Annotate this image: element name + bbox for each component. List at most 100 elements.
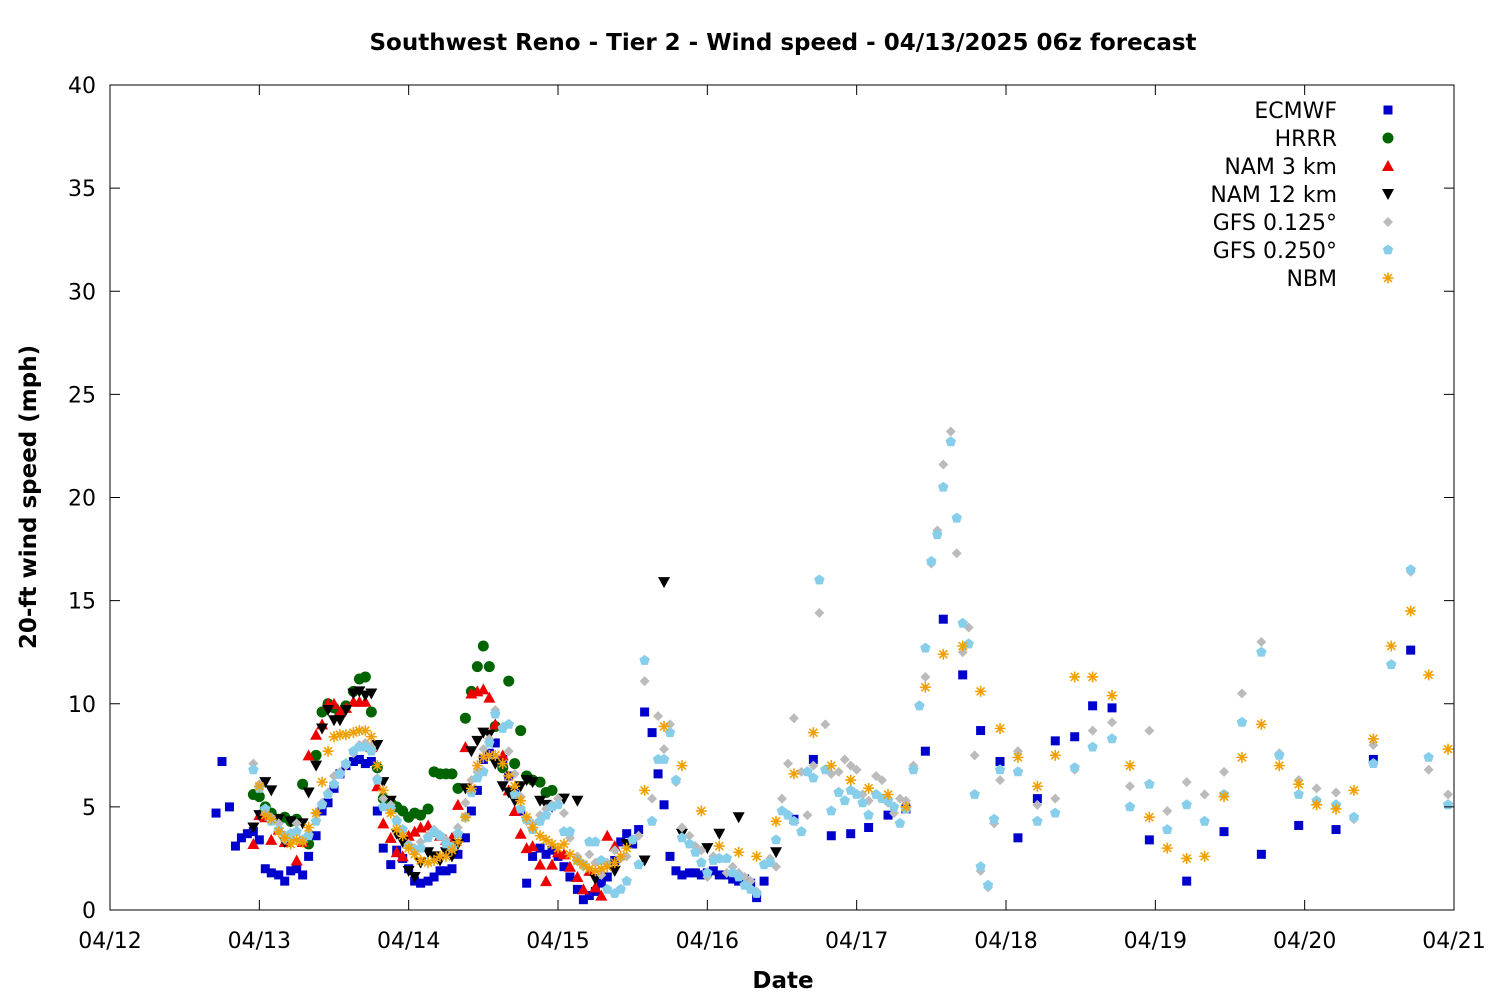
data-point [353,725,365,737]
data-point [583,863,595,875]
data-point [807,727,819,739]
data-point [846,829,856,839]
data-point [328,778,340,789]
y-tick-label: 0 [82,899,96,924]
data-point [247,838,260,849]
data-point [465,782,477,794]
data-point [440,850,452,862]
data-point [441,866,451,876]
data-point [471,760,483,772]
y-axis-label: 20-ft wind speed (mph) [16,345,42,649]
data-point [658,720,670,732]
data-point [254,835,264,845]
data-point [564,826,576,837]
data-point [273,818,284,829]
data-point [1124,781,1135,792]
data-point [302,787,315,799]
data-point [839,754,850,765]
data-point [402,865,415,877]
data-point [826,805,837,816]
data-point [1162,806,1173,816]
data-point [788,815,800,826]
data-point [1012,766,1024,777]
data-point [833,766,844,777]
data-point [1087,725,1098,736]
data-point [527,822,539,833]
data-point [259,777,272,789]
data-point [975,685,987,697]
data-point [408,825,421,837]
data-point [359,671,371,683]
data-point [1031,780,1043,792]
data-point [808,772,819,783]
data-point [1032,815,1043,826]
data-point [483,661,495,673]
data-point [503,718,514,729]
data-point [690,846,701,857]
data-point [584,891,594,901]
data-point [409,848,421,860]
data-point [1088,701,1098,711]
data-point [969,789,980,799]
data-point [489,749,501,761]
data-point [820,719,831,730]
data-point [1386,659,1397,669]
data-point [1405,564,1416,575]
data-point [490,738,500,748]
data-point [863,809,874,820]
data-point [466,806,476,816]
data-point [1331,825,1341,835]
x-tick-label: 04/20 [1273,929,1336,954]
data-point [453,849,463,859]
data-point [386,860,396,870]
y-tick-label: 30 [68,280,96,305]
data-point [1012,751,1024,763]
data-point [621,842,633,854]
data-point [396,850,409,862]
data-point [864,823,874,832]
data-point [296,818,309,830]
data-point [366,757,376,766]
data-point [1256,646,1267,657]
data-point [459,811,471,823]
data-point [951,512,962,523]
data-point [459,712,471,724]
data-point [391,824,403,836]
data-point [496,781,509,793]
data-point [292,864,302,874]
data-point [857,797,868,808]
data-point [995,775,1006,786]
data-point [515,803,526,814]
data-point [546,784,558,796]
x-tick-label: 04/12 [78,929,141,954]
data-point [883,810,893,820]
legend-marker [1383,105,1393,115]
data-point [647,793,658,804]
data-point [565,872,575,882]
data-point [1070,732,1080,742]
data-point [416,878,426,888]
data-point [1050,807,1061,818]
data-point [316,776,328,788]
legend-marker [1382,160,1394,171]
data-point [391,815,402,826]
data-point [477,751,489,763]
x-tick-label: 04/16 [676,929,739,954]
data-point [788,713,799,724]
data-point [334,729,346,741]
y-tick-label: 25 [68,383,96,408]
data-point [323,798,333,808]
data-point [365,731,377,743]
data-point [589,881,602,893]
data-point [908,764,919,775]
data-point [310,760,323,772]
data-point [728,874,738,884]
data-point [1161,842,1173,854]
chart-title: Southwest Reno - Tier 2 - Wind speed - 0… [369,30,1196,56]
data-point [1273,760,1285,772]
data-point [447,864,457,874]
data-point [1423,669,1435,681]
data-point [339,704,352,716]
data-point [839,795,850,806]
y-tick-label: 15 [68,590,96,615]
